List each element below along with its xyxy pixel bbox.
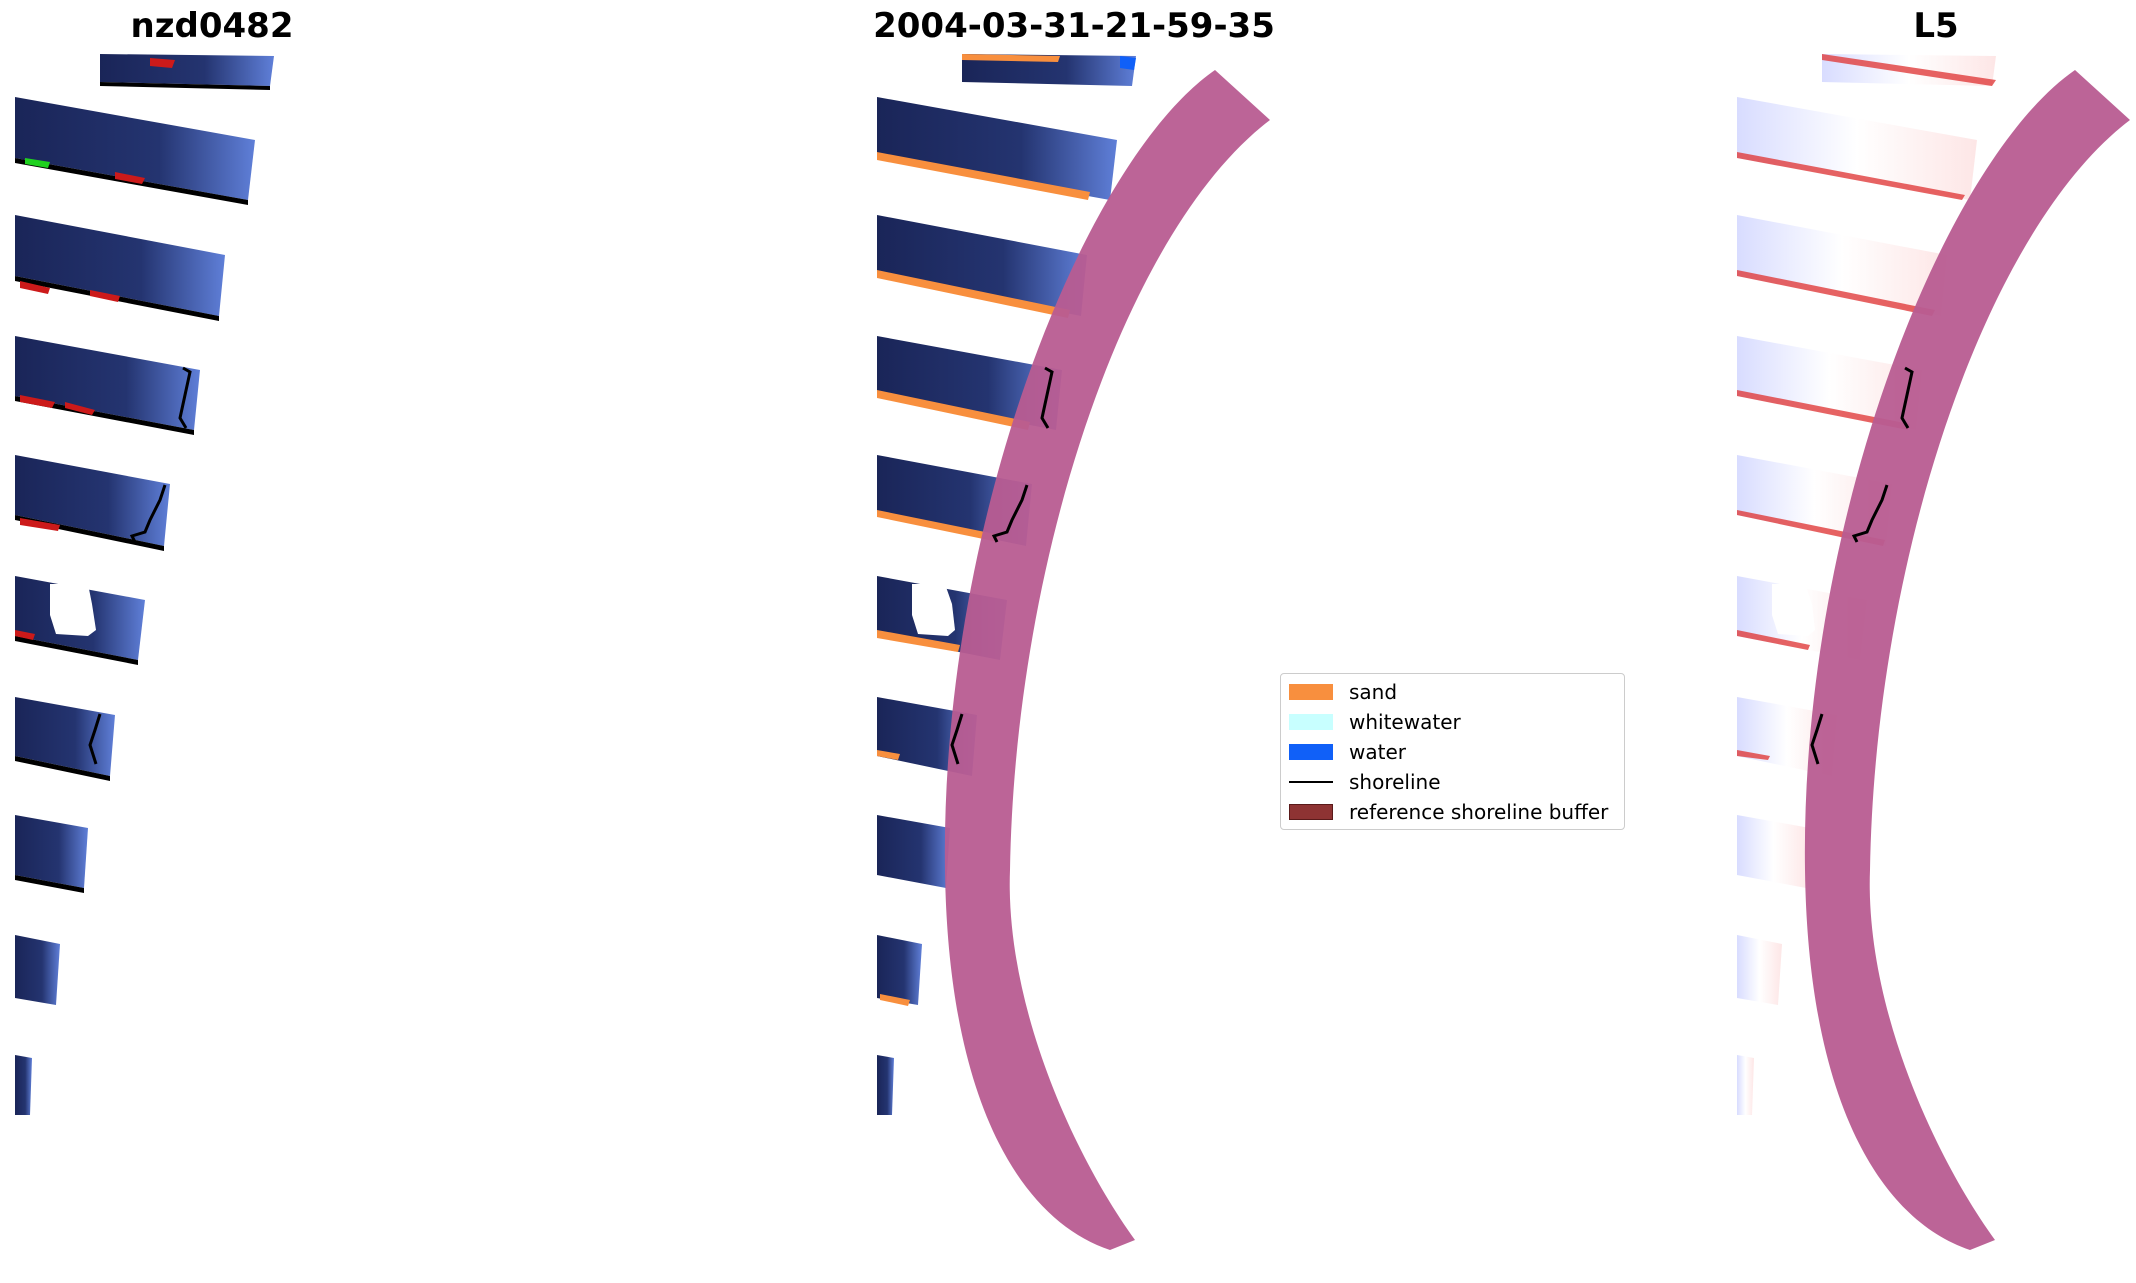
legend: sand whitewater water shoreline referenc… [1280,673,1625,830]
panel-title-rgb: nzd0482 [130,6,294,46]
legend-label: reference shoreline buffer [1349,800,1609,824]
legend-label: sand [1349,680,1398,704]
sand-swatch [1289,684,1333,700]
shoreline-traces [950,366,1054,765]
legend-item-water: water [1289,740,1406,764]
legend-label: whitewater [1349,710,1461,734]
cloud-mask-hole [50,584,96,636]
shoreline-line-swatch [1289,781,1333,783]
legend-item-shoreline: shoreline [1289,770,1441,794]
image-strips [877,54,1136,1115]
panel-title-index: L5 [1913,6,1959,46]
buffer-swatch [1289,804,1333,820]
legend-label: shoreline [1349,770,1441,794]
shoreline-traces [1810,366,1914,765]
image-strips [15,54,274,1115]
legend-label: water [1349,740,1406,764]
cloud-mask-hole [1772,584,1815,636]
legend-item-reference-buffer: reference shoreline buffer [1289,800,1608,824]
classified-image-panel [877,54,1270,1250]
index-image-panel [1737,54,2130,1250]
shoreline-traces [88,366,192,765]
legend-item-whitewater: whitewater [1289,710,1461,734]
reference-shoreline-buffer [944,70,1270,1250]
water-swatch [1289,744,1333,760]
rgb-image-panel [15,54,274,1115]
reference-shoreline-buffer [1804,70,2130,1250]
sand-fringes [877,54,1090,1006]
panel-title-classified: 2004-03-31-21-59-35 [873,6,1275,46]
red-fringes [15,58,175,640]
whitewater-swatch [1289,714,1333,730]
cloud-mask-hole [912,584,955,636]
water-fringe [1120,56,1136,70]
green-fringe [25,158,50,168]
index-red-edges [1737,54,1996,760]
legend-item-sand: sand [1289,680,1397,704]
